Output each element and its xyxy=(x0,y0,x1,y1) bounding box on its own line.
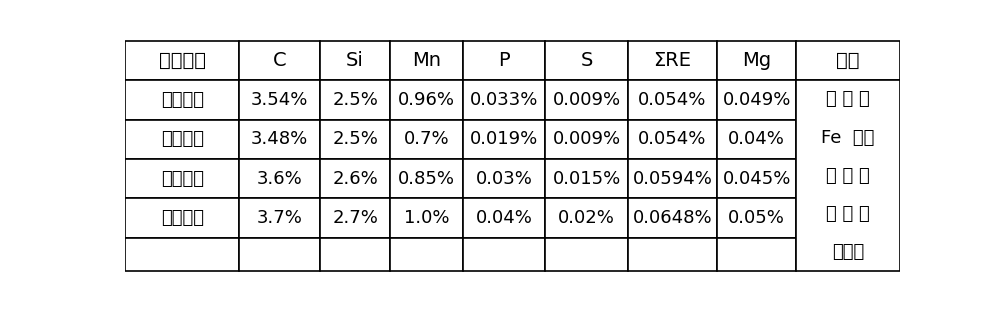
Bar xyxy=(239,198,320,238)
Bar xyxy=(628,41,717,80)
Text: 0.009%: 0.009% xyxy=(553,130,621,148)
Text: 余 量 为: 余 量 为 xyxy=(826,90,870,108)
Bar xyxy=(545,120,628,159)
Bar xyxy=(390,120,463,159)
Bar xyxy=(717,41,796,80)
Bar xyxy=(320,159,390,198)
Bar xyxy=(320,41,390,80)
Bar xyxy=(125,120,239,159)
Text: 0.04%: 0.04% xyxy=(728,130,785,148)
Bar xyxy=(463,80,545,120)
Text: 0.045%: 0.045% xyxy=(722,170,791,188)
Text: 3.7%: 3.7% xyxy=(257,209,302,227)
Text: 2.5%: 2.5% xyxy=(332,130,378,148)
Text: 0.009%: 0.009% xyxy=(553,91,621,109)
Bar xyxy=(717,120,796,159)
Bar xyxy=(320,198,390,238)
Bar xyxy=(628,80,717,120)
Bar xyxy=(796,80,900,271)
Bar xyxy=(125,238,239,271)
Bar xyxy=(463,159,545,198)
Text: 3.54%: 3.54% xyxy=(251,91,308,109)
Text: 0.015%: 0.015% xyxy=(552,170,621,188)
Bar xyxy=(463,198,545,238)
Bar xyxy=(125,198,239,238)
Text: 不 可 避: 不 可 避 xyxy=(826,167,870,185)
Text: Fe  以及: Fe 以及 xyxy=(821,129,875,146)
Bar xyxy=(717,238,796,271)
Text: 0.054%: 0.054% xyxy=(638,91,707,109)
Bar xyxy=(125,159,239,198)
Bar xyxy=(239,41,320,80)
Bar xyxy=(390,198,463,238)
Text: 3.48%: 3.48% xyxy=(251,130,308,148)
Bar xyxy=(239,120,320,159)
Bar xyxy=(463,238,545,271)
Bar xyxy=(320,238,390,271)
Bar xyxy=(125,80,239,120)
Bar xyxy=(239,80,320,120)
Bar xyxy=(390,159,463,198)
Text: 实施例二: 实施例二 xyxy=(161,130,204,148)
Bar xyxy=(545,41,628,80)
Text: 0.054%: 0.054% xyxy=(638,130,707,148)
Text: 0.02%: 0.02% xyxy=(558,209,615,227)
Text: 1.0%: 1.0% xyxy=(404,209,450,227)
Text: 元素名称: 元素名称 xyxy=(159,51,206,70)
Bar xyxy=(390,41,463,80)
Bar xyxy=(796,41,900,80)
Text: 0.96%: 0.96% xyxy=(398,91,455,109)
Bar xyxy=(545,198,628,238)
Text: 实施例三: 实施例三 xyxy=(161,170,204,188)
Text: S: S xyxy=(580,51,593,70)
Text: 量元素: 量元素 xyxy=(832,243,864,261)
Text: 0.0648%: 0.0648% xyxy=(633,209,712,227)
Text: 0.04%: 0.04% xyxy=(476,209,533,227)
Bar xyxy=(390,238,463,271)
Bar xyxy=(717,198,796,238)
Text: 2.7%: 2.7% xyxy=(332,209,378,227)
Text: P: P xyxy=(498,51,510,70)
Bar xyxy=(320,80,390,120)
Text: 0.05%: 0.05% xyxy=(728,209,785,227)
Text: 0.033%: 0.033% xyxy=(470,91,538,109)
Bar xyxy=(239,159,320,198)
Bar xyxy=(463,120,545,159)
Bar xyxy=(545,159,628,198)
Text: 2.5%: 2.5% xyxy=(332,91,378,109)
Text: 实施例一: 实施例一 xyxy=(161,91,204,109)
Text: Mn: Mn xyxy=(412,51,441,70)
Text: 0.049%: 0.049% xyxy=(722,91,791,109)
Text: 0.03%: 0.03% xyxy=(476,170,533,188)
Text: Si: Si xyxy=(346,51,364,70)
Bar xyxy=(390,80,463,120)
Bar xyxy=(545,80,628,120)
Text: Mg: Mg xyxy=(742,51,771,70)
Text: 余量: 余量 xyxy=(836,51,860,70)
Text: 3.6%: 3.6% xyxy=(257,170,302,188)
Text: 实施例四: 实施例四 xyxy=(161,209,204,227)
Text: 0.0594%: 0.0594% xyxy=(632,170,712,188)
Bar xyxy=(463,41,545,80)
Bar xyxy=(125,41,239,80)
Text: 0.85%: 0.85% xyxy=(398,170,455,188)
Bar xyxy=(628,238,717,271)
Text: ΣRE: ΣRE xyxy=(653,51,691,70)
Bar xyxy=(628,120,717,159)
Bar xyxy=(717,80,796,120)
Text: 0.7%: 0.7% xyxy=(404,130,450,148)
Text: C: C xyxy=(273,51,286,70)
Text: 免 的 微: 免 的 微 xyxy=(826,205,870,223)
Bar xyxy=(628,198,717,238)
Bar xyxy=(628,159,717,198)
Bar xyxy=(239,238,320,271)
Bar xyxy=(320,120,390,159)
Text: 2.6%: 2.6% xyxy=(332,170,378,188)
Text: 0.019%: 0.019% xyxy=(470,130,538,148)
Bar xyxy=(545,238,628,271)
Bar xyxy=(717,159,796,198)
